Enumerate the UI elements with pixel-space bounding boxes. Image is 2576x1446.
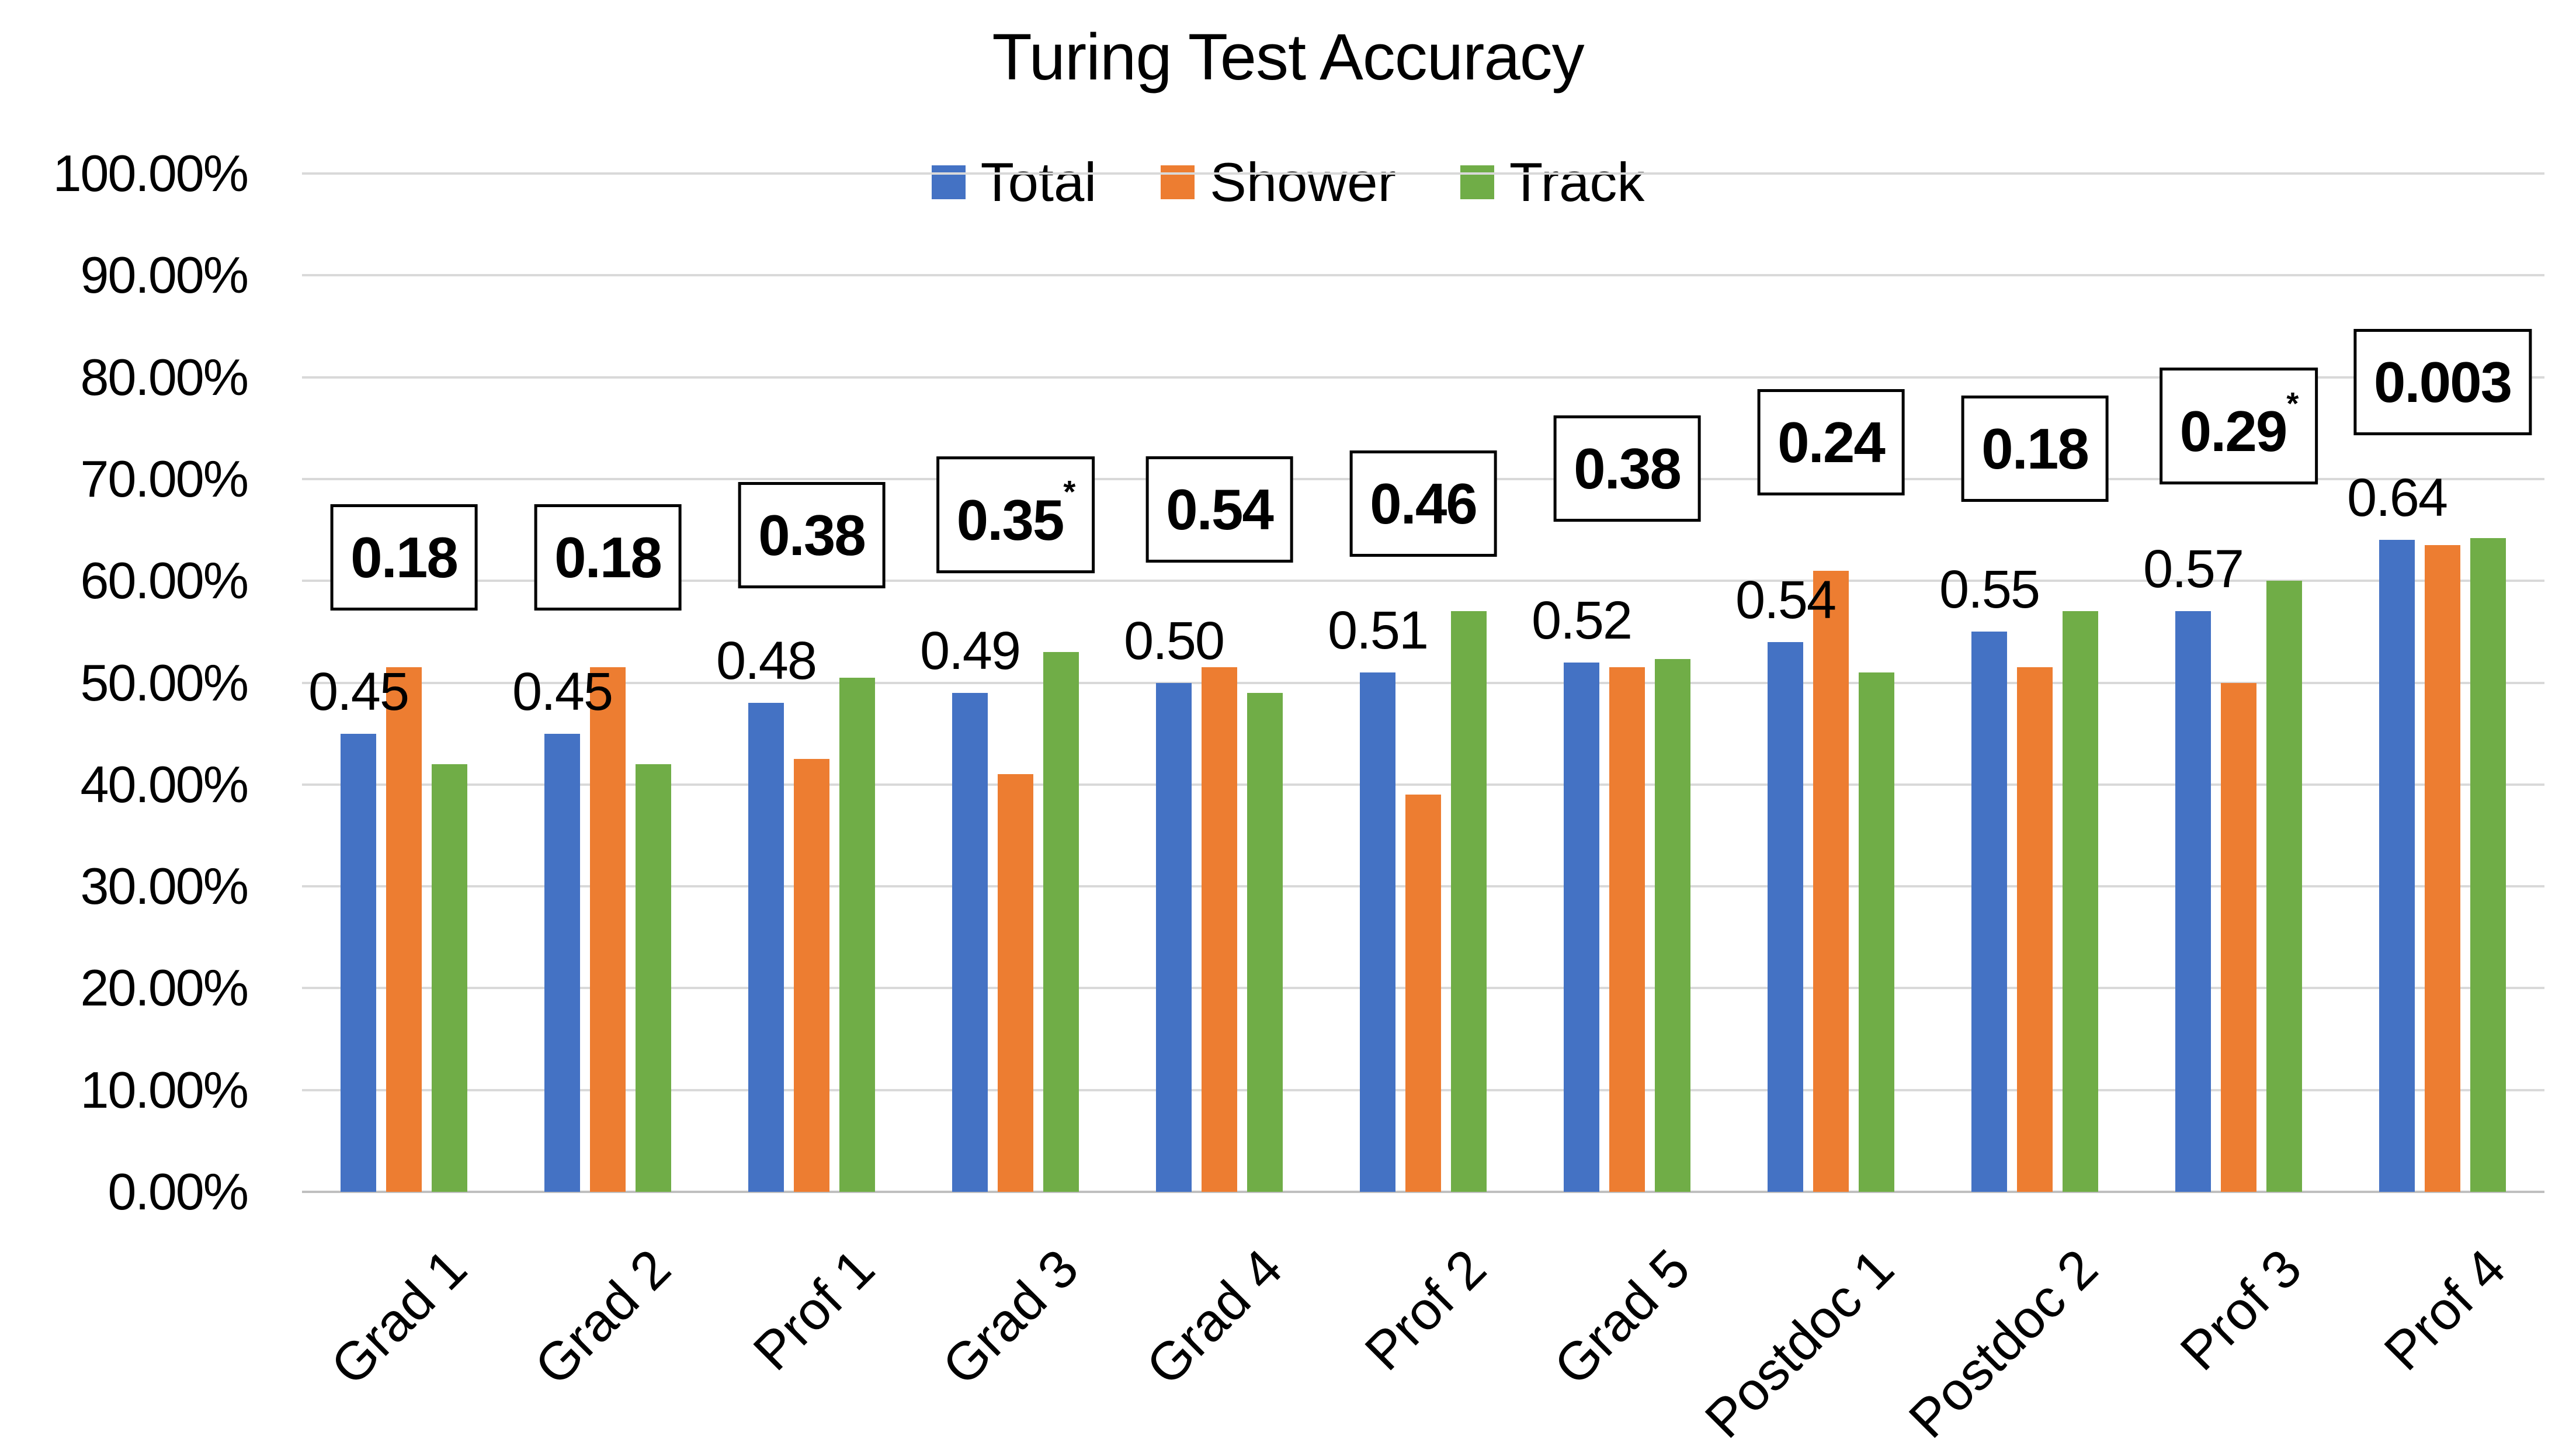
- legend-swatch-total-icon: [931, 165, 966, 199]
- bar-shower-grad-1: [386, 667, 422, 1192]
- bar-total-prof-3: [2175, 611, 2211, 1192]
- y-tick-label: 60.00%: [80, 552, 249, 610]
- x-axis-label-prof-2: Prof 2: [1353, 1238, 1497, 1382]
- bar-shower-postdoc-2: [2017, 667, 2053, 1192]
- x-axis-label-grad-1: Grad 1: [319, 1238, 478, 1397]
- bar-shower-grad-4: [1202, 667, 1237, 1192]
- y-tick-label: 50.00%: [80, 653, 249, 712]
- bar-shower-prof-3: [2221, 682, 2256, 1192]
- bar-shower-grad-2: [590, 667, 626, 1192]
- x-axis-label-prof-1: Prof 1: [742, 1238, 886, 1382]
- bar-total-grad-3: [952, 692, 988, 1192]
- legend-item-total: Total: [931, 151, 1097, 213]
- data-label-prof-1: 0.48: [716, 631, 817, 691]
- gridline: [302, 172, 2544, 175]
- bar-track-postdoc-1: [1859, 672, 1894, 1192]
- legend: Total Shower Track: [0, 153, 2576, 211]
- legend-swatch-shower-icon: [1161, 165, 1195, 199]
- p-value-box-grad-4: 0.54: [1145, 456, 1293, 563]
- bar-shower-grad-5: [1609, 667, 1645, 1192]
- bar-total-prof-2: [1360, 672, 1395, 1192]
- y-tick-label: 100.00%: [53, 144, 249, 202]
- legend-label-shower: Shower: [1210, 151, 1396, 213]
- gridline: [302, 580, 2544, 582]
- x-axis-label-prof-3: Prof 3: [2169, 1238, 2313, 1382]
- y-tick-label: 90.00%: [80, 246, 249, 304]
- p-value-box-grad-5: 0.38: [1553, 415, 1701, 522]
- significance-asterisk: *: [1063, 474, 1075, 510]
- y-tick-label: 30.00%: [80, 857, 249, 916]
- p-value-box-prof-1: 0.38: [738, 481, 886, 588]
- bar-total-grad-2: [544, 733, 580, 1192]
- bar-shower-prof-4: [2425, 545, 2460, 1192]
- x-axis-label-prof-4: Prof 4: [2373, 1238, 2516, 1382]
- p-value-box-prof-4: 0.003: [2353, 329, 2532, 436]
- data-label-grad-2: 0.45: [512, 661, 613, 722]
- gridline: [302, 376, 2544, 379]
- x-axis-label-grad-5: Grad 5: [1542, 1238, 1701, 1397]
- bar-track-prof-4: [2470, 538, 2506, 1192]
- data-label-grad-4: 0.50: [1123, 611, 1225, 671]
- y-tick-label: 0.00%: [107, 1163, 249, 1220]
- bar-track-grad-2: [636, 764, 671, 1192]
- p-value-box-postdoc-1: 0.24: [1757, 389, 1905, 496]
- p-value-box-prof-3: 0.29*: [2159, 367, 2318, 485]
- x-axis-label-postdoc-2: Postdoc 2: [1897, 1238, 2109, 1446]
- legend-label-total: Total: [980, 151, 1097, 213]
- significance-asterisk: *: [2286, 386, 2299, 421]
- x-axis-label-postdoc-1: Postdoc 1: [1693, 1238, 1905, 1446]
- data-label-grad-1: 0.45: [308, 661, 409, 722]
- legend-item-shower: Shower: [1161, 153, 1396, 211]
- p-value-box-postdoc-2: 0.18: [1961, 395, 2109, 502]
- bar-track-grad-3: [1043, 652, 1079, 1192]
- y-tick-label: 70.00%: [80, 449, 249, 508]
- legend-item-track: Track: [1460, 151, 1645, 213]
- bar-total-grad-5: [1564, 662, 1599, 1192]
- x-axis-label-grad-3: Grad 3: [931, 1238, 1089, 1397]
- bar-shower-grad-3: [998, 774, 1033, 1192]
- p-value-box-grad-1: 0.18: [330, 504, 478, 611]
- y-tick-label: 10.00%: [80, 1060, 249, 1119]
- gridline: [302, 274, 2544, 277]
- bar-total-postdoc-1: [1768, 641, 1803, 1192]
- bar-track-prof-1: [839, 677, 875, 1192]
- y-tick-label: 40.00%: [80, 755, 249, 813]
- y-tick-label: 20.00%: [80, 959, 249, 1017]
- p-value-box-prof-2: 0.46: [1349, 450, 1497, 557]
- data-label-grad-3: 0.49: [919, 620, 1021, 681]
- legend-swatch-track-icon: [1460, 165, 1494, 199]
- bar-track-grad-5: [1655, 659, 1690, 1192]
- bar-track-grad-1: [432, 764, 467, 1192]
- bar-total-postdoc-2: [1971, 632, 2007, 1192]
- bar-shower-postdoc-1: [1813, 570, 1849, 1192]
- data-label-postdoc-1: 0.54: [1735, 570, 1836, 630]
- x-axis-label-grad-4: Grad 4: [1134, 1238, 1293, 1397]
- bar-track-prof-2: [1451, 611, 1487, 1192]
- bar-total-grad-1: [341, 733, 376, 1192]
- x-axis-label-grad-2: Grad 2: [523, 1238, 682, 1397]
- p-value-box-grad-2: 0.18: [534, 504, 682, 611]
- x-axis-line: [302, 1191, 2544, 1193]
- bar-track-prof-3: [2266, 581, 2302, 1192]
- gridline: [302, 783, 2544, 786]
- bar-total-grad-4: [1156, 682, 1192, 1192]
- data-label-grad-5: 0.52: [1531, 590, 1633, 650]
- data-label-prof-3: 0.57: [2143, 539, 2244, 599]
- gridline: [302, 681, 2544, 684]
- bar-total-prof-4: [2379, 540, 2415, 1192]
- data-label-prof-4: 0.64: [2346, 468, 2448, 528]
- bar-total-prof-1: [748, 703, 784, 1192]
- bar-shower-prof-2: [1405, 795, 1441, 1192]
- bar-track-grad-4: [1247, 692, 1283, 1192]
- y-tick-label: 80.00%: [80, 348, 249, 406]
- data-label-postdoc-2: 0.55: [1939, 560, 2040, 620]
- data-label-prof-2: 0.51: [1327, 601, 1429, 661]
- bar-track-postdoc-2: [2063, 611, 2098, 1192]
- bar-shower-prof-1: [794, 759, 829, 1192]
- legend-label-track: Track: [1509, 151, 1645, 213]
- chart-title: Turing Test Accuracy: [992, 20, 1584, 93]
- p-value-box-grad-3: 0.35*: [936, 456, 1095, 573]
